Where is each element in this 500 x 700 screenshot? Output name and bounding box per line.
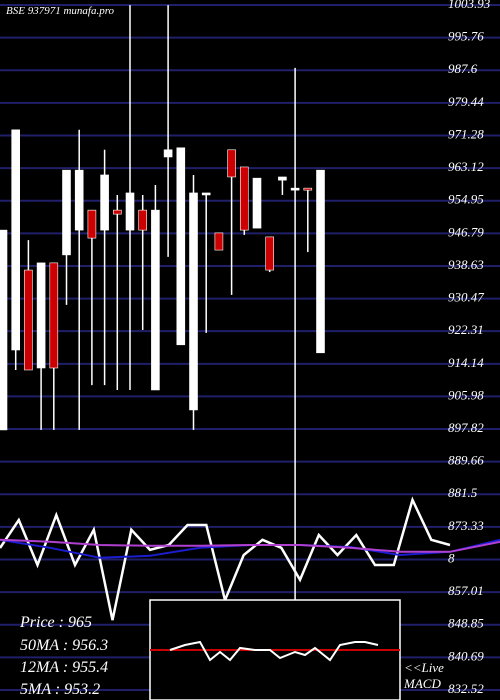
candle-body bbox=[252, 177, 262, 229]
y-tick-label: 963.12 bbox=[448, 159, 484, 174]
candle-body bbox=[290, 187, 300, 191]
chart-title: BSE 937971 munafa.pro bbox=[6, 5, 115, 17]
legend-item: Price : 965 bbox=[19, 614, 92, 631]
y-tick-label: 971.28 bbox=[448, 126, 484, 141]
candle-body bbox=[113, 209, 122, 215]
macd-line bbox=[169, 640, 379, 662]
candle-body bbox=[303, 187, 313, 191]
y-tick-label: 1003.93 bbox=[448, 0, 491, 11]
labels: 1003.93 995.76 987.6 979.44 971.28 963.12 954.… bbox=[448, 0, 491, 696]
macd-label: MACD bbox=[403, 676, 441, 691]
y-tick-label: 873.33 bbox=[448, 518, 484, 533]
y-tick-label: 995.76 bbox=[448, 29, 484, 44]
candle-body bbox=[189, 192, 198, 411]
candle-body bbox=[163, 149, 173, 158]
candle-body bbox=[240, 166, 249, 231]
y-tick-label: 857.01 bbox=[448, 583, 484, 598]
y-tick-label: 8 bbox=[448, 551, 455, 566]
y-tick-label: 881.5 bbox=[448, 485, 478, 500]
y-tick-label: 889.66 bbox=[448, 453, 484, 468]
y-tick-label: 897.82 bbox=[448, 420, 484, 435]
candle-body bbox=[316, 169, 325, 354]
y-tick-label: 848.85 bbox=[448, 616, 484, 631]
candle-body bbox=[49, 262, 59, 369]
candle-body bbox=[36, 262, 46, 369]
candle-body bbox=[278, 176, 287, 181]
legend-item: 50MA : 956.3 bbox=[20, 637, 108, 654]
macd-label: <<Live bbox=[404, 660, 444, 675]
candle-body bbox=[11, 129, 20, 351]
candle-body bbox=[214, 232, 224, 251]
marks bbox=[0, 5, 500, 621]
y-tick-label: 914.14 bbox=[448, 355, 484, 370]
candle-body bbox=[138, 209, 147, 231]
candle-body bbox=[227, 149, 236, 178]
y-tick-label: 840.69 bbox=[448, 648, 484, 663]
candle-body bbox=[100, 174, 109, 231]
candle-body bbox=[265, 236, 275, 271]
candle-body bbox=[62, 169, 71, 256]
y-tick-label: 987.6 bbox=[448, 61, 478, 76]
y-tick-label: 946.79 bbox=[448, 224, 484, 239]
y-tick-label: 832.52 bbox=[448, 681, 484, 696]
grid bbox=[0, 4, 500, 691]
legend-item: 12MA : 955.4 bbox=[20, 659, 108, 676]
candle-body bbox=[24, 269, 33, 371]
y-tick-label: 979.44 bbox=[448, 94, 484, 109]
y-tick-label: 922.31 bbox=[448, 322, 484, 337]
y-tick-label: 905.98 bbox=[448, 387, 484, 402]
candle-body bbox=[74, 169, 84, 231]
y-tick-label: 930.47 bbox=[448, 290, 484, 305]
y-tick-label: 954.95 bbox=[448, 192, 484, 207]
candle-body bbox=[87, 209, 97, 239]
candle-body bbox=[201, 192, 211, 196]
candle-body bbox=[125, 192, 135, 231]
indicator-line bbox=[0, 538, 500, 553]
candle-body bbox=[176, 147, 186, 346]
y-tick-label: 938.63 bbox=[448, 257, 484, 272]
candle-body bbox=[151, 209, 160, 391]
legend-item: 5MA : 953.2 bbox=[20, 681, 100, 698]
candle-body bbox=[0, 229, 8, 431]
